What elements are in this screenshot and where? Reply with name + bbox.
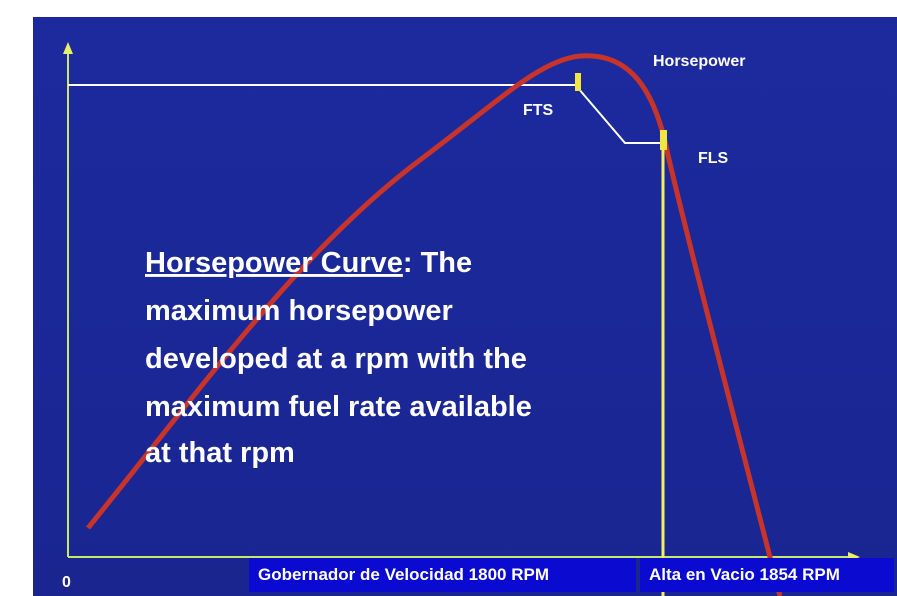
fls-marker xyxy=(660,130,667,150)
governor-box xyxy=(249,558,636,592)
origin-label: 0 xyxy=(62,574,71,591)
idle-label: Alta en Vacio 1854 RPM xyxy=(649,565,840,584)
horsepower-curve xyxy=(86,53,783,596)
description-line: Horsepower Curve: The xyxy=(145,247,472,279)
y-axis-arrow xyxy=(63,42,73,54)
description-line: at that rpm xyxy=(145,437,295,469)
description-line: maximum fuel rate available xyxy=(145,391,532,423)
description-heading: Horsepower Curve xyxy=(145,247,403,279)
fts-label: FTS xyxy=(523,102,554,119)
governor-label: Gobernador de Velocidad 1800 RPM xyxy=(258,565,549,584)
fts-marker xyxy=(575,73,581,91)
description-line: maximum horsepower xyxy=(145,295,453,327)
idle-box xyxy=(640,558,894,592)
fls-label: FLS xyxy=(698,150,729,167)
description-heading-rest: : The xyxy=(403,247,472,279)
curve-label: Horsepower xyxy=(653,53,745,70)
description-line: developed at a rpm with the xyxy=(145,343,527,375)
governor-droop-line xyxy=(577,87,662,144)
